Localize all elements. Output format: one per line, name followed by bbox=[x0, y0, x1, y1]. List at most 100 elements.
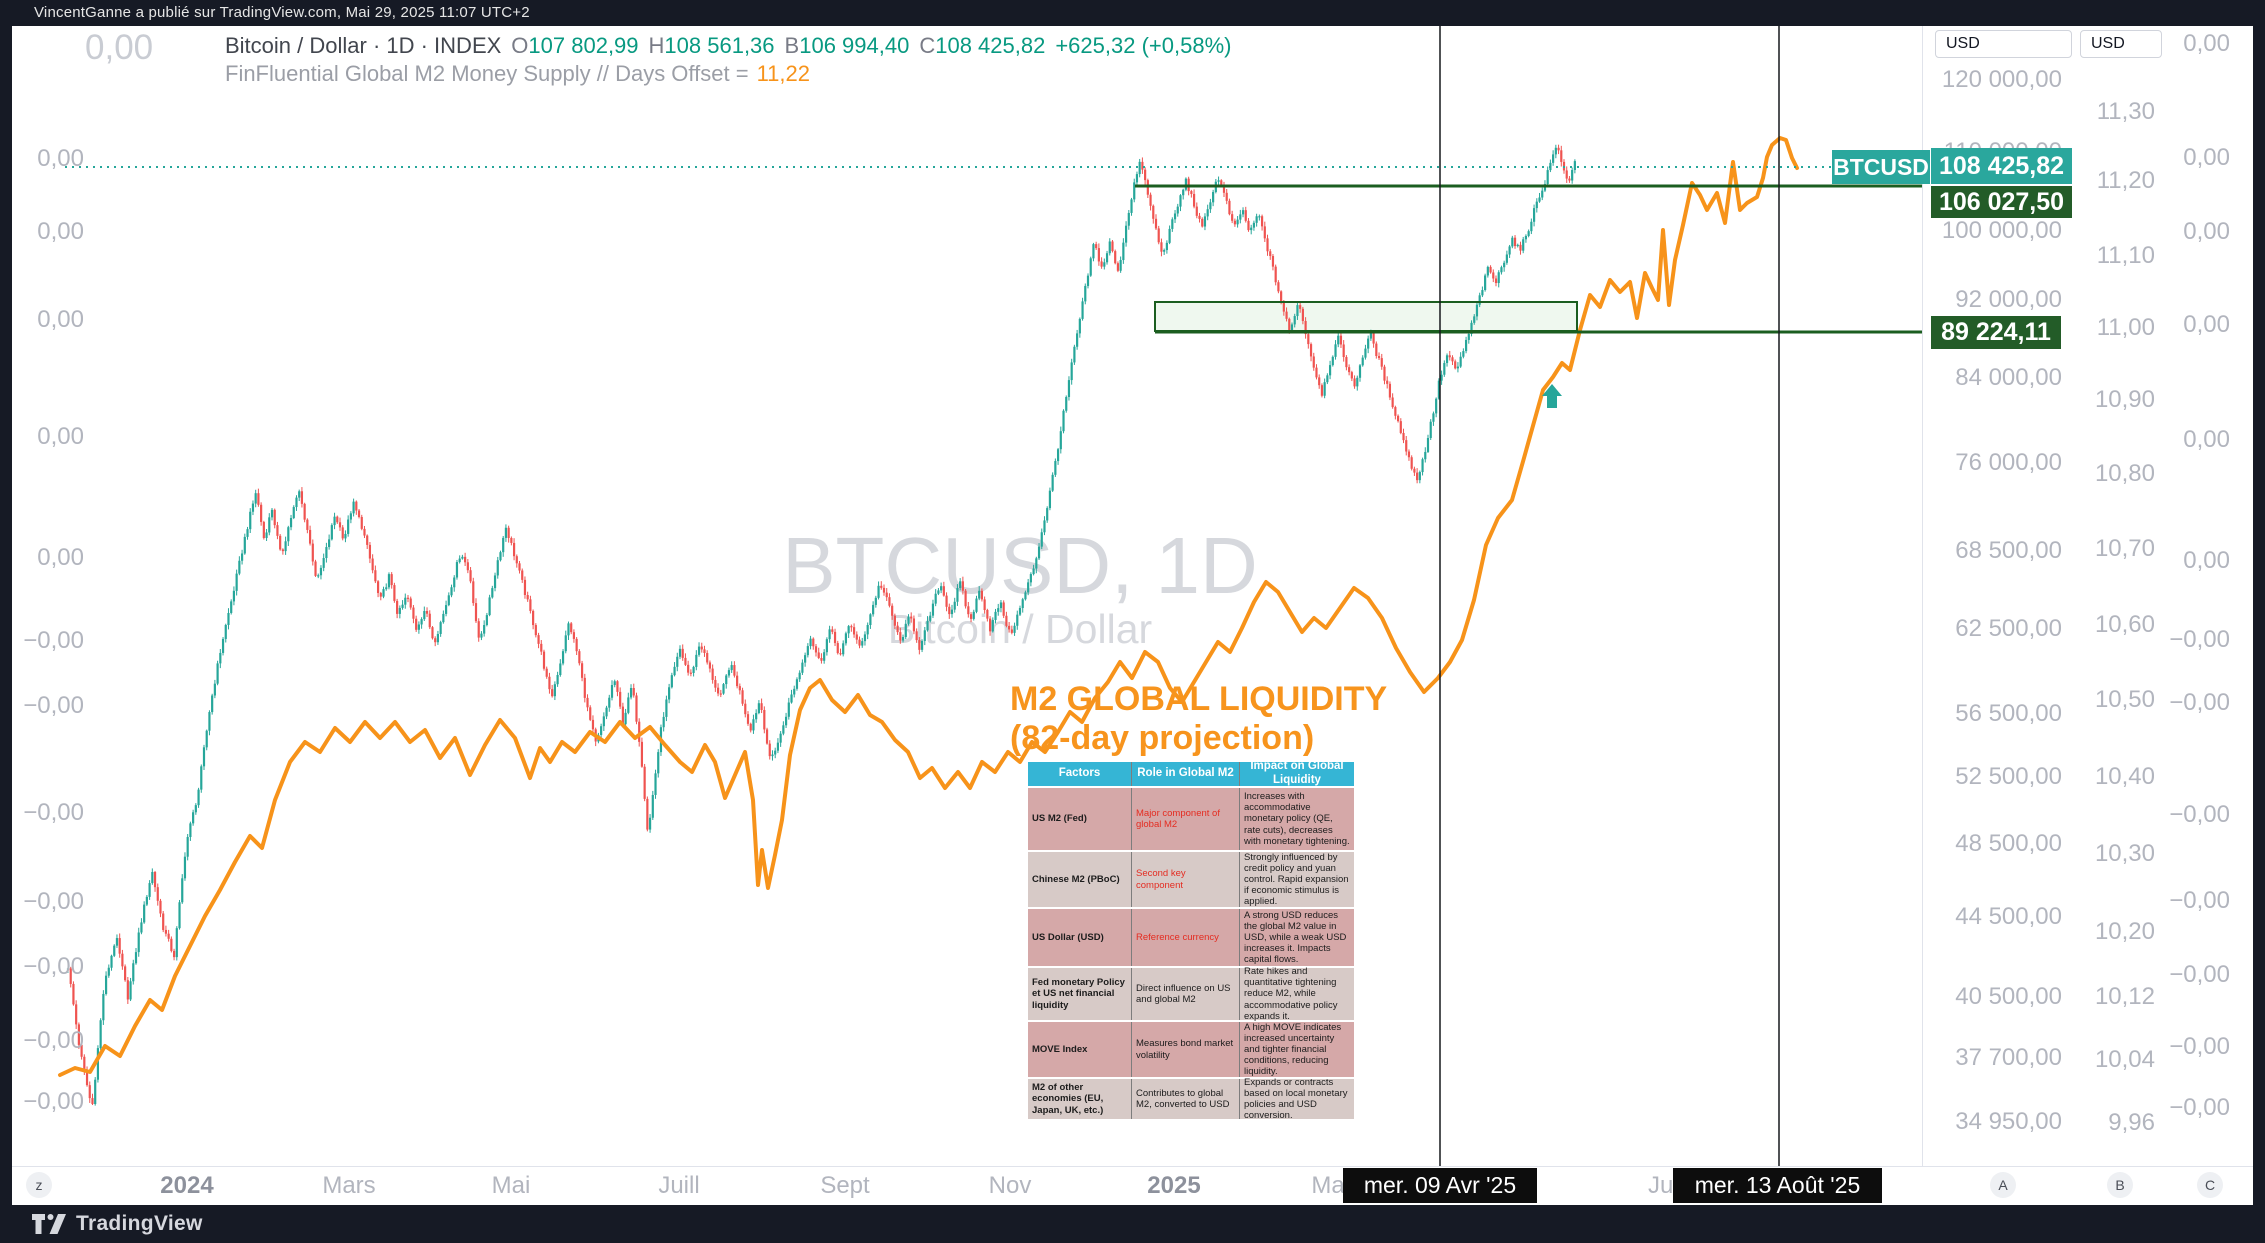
m2-annotation-title: M2 GLOBAL LIQUIDITY (82-day projection) bbox=[1010, 680, 1387, 758]
m2-table-factor-cell: MOVE Index bbox=[1028, 1022, 1132, 1077]
m2-table-role-cell: Reference currency bbox=[1132, 909, 1240, 966]
currency-select-1[interactable]: USD bbox=[1935, 30, 2072, 58]
m2-table-factor-cell: M2 of other economies (EU, Japan, UK, et… bbox=[1028, 1079, 1132, 1119]
m2-table-factor-cell: Chinese M2 (PBoC) bbox=[1028, 852, 1132, 907]
m2-table-header-cell: Impact on Global Liquidity bbox=[1240, 760, 1354, 786]
m2-table-header-cell: Role in Global M2 bbox=[1132, 762, 1240, 786]
crosshair-date-tag-august: mer. 13 Août '25 bbox=[1673, 1168, 1882, 1203]
crosshair-date-april-text: mer. 09 Avr '25 bbox=[1363, 1172, 1517, 1198]
time-axis-separator bbox=[12, 1166, 2253, 1167]
price-axis-tick: 52 500,00 bbox=[1955, 763, 2062, 790]
price-axis-tick: 84 000,00 bbox=[1955, 364, 2062, 391]
time-axis-label: Juill bbox=[658, 1172, 700, 1199]
indicator-axis-tick: −0,00 bbox=[2169, 626, 2230, 653]
m2-table-role-cell: Measures bond market volatility bbox=[1132, 1022, 1240, 1077]
tradingview-brand-text: TradingView bbox=[76, 1212, 203, 1235]
m2-axis-tick: 10,20 bbox=[2094, 918, 2155, 945]
indicator-axis-tick: 0,00 bbox=[2183, 311, 2230, 338]
price-axis-tick: 34 950,00 bbox=[1955, 1108, 2062, 1135]
m2-axis-tick: 11,10 bbox=[2096, 242, 2155, 269]
indicator-axis-tick: 0,00 bbox=[2183, 144, 2230, 171]
scale-mode-button-c[interactable]: C bbox=[2197, 1172, 2223, 1198]
currency-select-2-value: USD bbox=[2091, 35, 2125, 52]
indicator-value-readout: 0,00 bbox=[85, 28, 154, 67]
left-axis-tick: 0,00 bbox=[37, 306, 84, 333]
ohlc-letter: C bbox=[919, 33, 936, 58]
ohlc-letter: O bbox=[511, 33, 529, 58]
candles-down bbox=[69, 144, 1571, 1106]
left-axis-tick: −0,00 bbox=[23, 953, 84, 980]
price-axis-tick: 76 000,00 bbox=[1955, 449, 2062, 476]
symbol-legend-row[interactable]: Bitcoin / Dollar · 1D · INDEX O107 802,99… bbox=[225, 33, 1231, 59]
m2-indicator-title: FinFluential Global M2 Money Supply // D… bbox=[225, 61, 749, 86]
m2-table-header-cell: Factors bbox=[1028, 762, 1132, 786]
time-axis-label: Nov bbox=[988, 1172, 1032, 1199]
m2-axis-tick: 10,04 bbox=[2094, 1046, 2155, 1073]
ohlc-value: 108 425,82 bbox=[935, 33, 1046, 58]
tradingview-logo[interactable]: TradingView bbox=[32, 1212, 203, 1236]
right-frame-strip bbox=[2253, 26, 2265, 1205]
price-axis-tick: 56 500,00 bbox=[1955, 700, 2062, 727]
m2-table-row: MOVE Index Measures bond market volatilit… bbox=[1028, 1022, 1354, 1077]
price-axis-tick: 44 500,00 bbox=[1955, 903, 2062, 930]
symbol-watermark-line1: BTCUSD, 1D bbox=[782, 521, 1258, 610]
scale-mode-button-b[interactable]: B bbox=[2107, 1172, 2133, 1198]
timezone-button[interactable]: z bbox=[26, 1172, 52, 1198]
ticker-axis-tag: BTCUSD bbox=[1832, 150, 1930, 184]
left-axis-tick: −0,00 bbox=[23, 1088, 84, 1115]
m2-axis-tick: 10,90 bbox=[2094, 386, 2155, 413]
last-price-axis-tag: 108 425,82 bbox=[1931, 148, 2072, 184]
days-offset-value: 11,22 bbox=[756, 61, 810, 86]
price-axis-tick: 62 500,00 bbox=[1955, 615, 2062, 642]
indicator-axis-tick: −0,00 bbox=[2169, 1094, 2230, 1121]
indicator-axis-tick: 0,00 bbox=[2183, 547, 2230, 574]
price-axis-tick: 120 000,00 bbox=[1941, 66, 2062, 93]
m2-axis-tick: 11,00 bbox=[2096, 314, 2155, 341]
left-axis-tick: −0,00 bbox=[23, 799, 84, 826]
m2-global-liquidity-line bbox=[58, 136, 1799, 1077]
left-axis-tick: 0,00 bbox=[37, 423, 84, 450]
m2-axis-tick: 9,96 bbox=[2108, 1109, 2155, 1136]
publish-header-text: VincentGanne a publié sur TradingView.co… bbox=[34, 4, 530, 21]
crosshair-date-tag-april: mer. 09 Avr '25 bbox=[1343, 1168, 1537, 1203]
ohlc-value: 108 561,36 bbox=[664, 33, 775, 58]
buy-arrow-marker bbox=[1542, 384, 1562, 408]
left-axis-tick: 0,00 bbox=[37, 218, 84, 245]
support-level-axis-tag: 89 224,11 bbox=[1931, 316, 2061, 349]
price-axis-tick: 48 500,00 bbox=[1955, 830, 2062, 857]
m2-table-impact-cell: Rate hikes and quantitative tightening r… bbox=[1240, 966, 1354, 1022]
m2-table-role-cell: Major component of global M2 bbox=[1132, 788, 1240, 850]
resistance-level-value: 106 027,50 bbox=[1938, 187, 2065, 216]
m2-table-row: Chinese M2 (PBoC) Second key component Str… bbox=[1028, 852, 1354, 907]
m2-axis-tick: 10,12 bbox=[2094, 983, 2155, 1010]
m2-table-row: US M2 (Fed) Major component of global M2 I… bbox=[1028, 788, 1354, 850]
m2-table-impact-cell: Expands or contracts based on local mone… bbox=[1240, 1077, 1354, 1121]
m2-axis-tick: 11,20 bbox=[2096, 167, 2155, 194]
m2-table-factor-cell: Fed monetary Policy et US net financial … bbox=[1028, 968, 1132, 1020]
price-axis-tick: 68 500,00 bbox=[1955, 537, 2062, 564]
scale-mode-button-a[interactable]: A bbox=[1990, 1172, 2016, 1198]
ohlc-letter: H bbox=[648, 33, 665, 58]
left-axis-tick: 0,00 bbox=[37, 145, 84, 172]
indicator-axis-tick: 0,00 bbox=[2183, 426, 2230, 453]
currency-select-2[interactable]: USD bbox=[2080, 30, 2162, 58]
m2-indicator-legend-row[interactable]: FinFluential Global M2 Money Supply // D… bbox=[225, 61, 810, 87]
left-axis-tick: −0,00 bbox=[23, 1027, 84, 1054]
m2-table-role-cell: Direct influence on US and global M2 bbox=[1132, 968, 1240, 1020]
currency-select-1-value: USD bbox=[1946, 35, 1980, 52]
m2-table-row: US Dollar (USD) Reference currency A stron… bbox=[1028, 909, 1354, 966]
price-axis-separator[interactable] bbox=[1922, 26, 1923, 1166]
m2-table-role-cell: Contributes to global M2, converted to U… bbox=[1132, 1079, 1240, 1119]
indicator-axis-tick: −0,00 bbox=[2169, 689, 2230, 716]
m2-table-impact-cell: Strongly influenced by credit policy and… bbox=[1240, 852, 1354, 907]
m2-table-role-cell: Second key component bbox=[1132, 852, 1240, 907]
m2-table-row: M2 of other economies (EU, Japan, UK, et… bbox=[1028, 1077, 1354, 1121]
m2-axis-tick: 10,70 bbox=[2094, 535, 2155, 562]
left-axis-tick: −0,00 bbox=[23, 692, 84, 719]
m2-axis-tick: 10,30 bbox=[2094, 840, 2155, 867]
m2-axis-tick: 10,50 bbox=[2094, 686, 2155, 713]
m2-table-impact-cell: A strong USD reduces the global M2 value… bbox=[1240, 909, 1354, 966]
left-frame-strip bbox=[0, 26, 12, 1205]
